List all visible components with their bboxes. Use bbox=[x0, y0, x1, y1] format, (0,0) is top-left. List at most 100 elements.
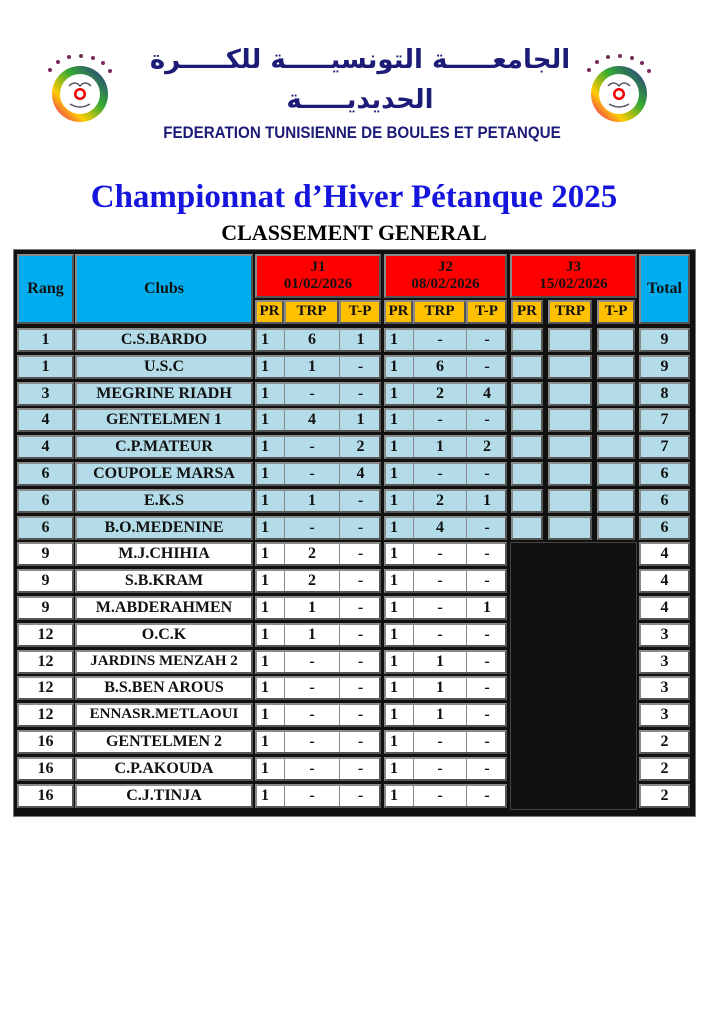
score-cell-j2-t-p: - bbox=[466, 786, 507, 806]
rank-cell: 12 bbox=[17, 623, 74, 647]
journee-date: 08/02/2026 bbox=[411, 276, 480, 292]
score-cell-j2-trp: - bbox=[413, 330, 466, 350]
score-cell-j1-t-p: 2 bbox=[339, 437, 381, 457]
score-cell-j2-pr: 1 bbox=[390, 625, 398, 643]
score-cell-j1-t-p: - bbox=[339, 518, 381, 538]
total-cell: 9 bbox=[639, 355, 690, 379]
score-group-j1 bbox=[255, 730, 381, 754]
score-cell-j1-pr: 1 bbox=[261, 759, 269, 777]
score-cell-j2-trp: 1 bbox=[413, 437, 466, 457]
score-cell-j1-t-p: - bbox=[339, 571, 381, 591]
rank-cell: 6 bbox=[17, 516, 74, 540]
score-group-j2 bbox=[384, 462, 507, 486]
total-cell: 4 bbox=[639, 569, 690, 593]
club-name-cell: C.P.MATEUR bbox=[75, 435, 253, 459]
journee-label: J1 bbox=[310, 259, 326, 275]
rank-cell: 6 bbox=[17, 489, 74, 513]
rank-cell: 16 bbox=[17, 730, 74, 754]
score-cell-j1-pr: 1 bbox=[261, 786, 269, 804]
score-cell-j3-pr bbox=[511, 489, 543, 513]
total-cell: 2 bbox=[639, 757, 690, 781]
club-name-cell: O.C.K bbox=[75, 623, 253, 647]
score-group-j1 bbox=[255, 382, 381, 406]
score-group-j2 bbox=[384, 676, 507, 700]
score-group-j2 bbox=[384, 516, 507, 540]
score-cell-j3-trp bbox=[548, 408, 592, 432]
score-group-j1 bbox=[255, 596, 381, 620]
score-cell-j3-t-p bbox=[597, 328, 635, 352]
total-cell: 9 bbox=[639, 328, 690, 352]
score-cell-j1-t-p: 1 bbox=[339, 330, 381, 350]
subheader-trp: TRP bbox=[548, 300, 592, 324]
score-cell-j3-pr bbox=[511, 382, 543, 406]
score-group-j2 bbox=[384, 757, 507, 781]
score-cell-j1-trp: - bbox=[284, 759, 339, 779]
rank-cell: 16 bbox=[17, 784, 74, 808]
score-group-j1 bbox=[255, 328, 381, 352]
standings-table: Rang Clubs Total J1 01/02/2026 PR TRP T-P J2 08/0… bbox=[13, 249, 696, 817]
score-cell-j2-t-p: - bbox=[466, 357, 507, 377]
club-name-cell: JARDINS MENZAH 2 bbox=[75, 650, 253, 674]
score-cell-j1-pr: 1 bbox=[261, 357, 269, 375]
club-name-cell: GENTELMEN 2 bbox=[75, 730, 253, 754]
subheader-trp: TRP bbox=[284, 300, 339, 324]
rank-cell: 4 bbox=[17, 435, 74, 459]
score-cell-j2-t-p: - bbox=[466, 410, 507, 430]
total-cell: 4 bbox=[639, 596, 690, 620]
score-cell-j2-pr: 1 bbox=[390, 759, 398, 777]
club-name-cell: M.ABDERAHMEN bbox=[75, 596, 253, 620]
score-group-j1 bbox=[255, 462, 381, 486]
score-cell-j2-trp: 4 bbox=[413, 518, 466, 538]
score-cell-j1-trp: 2 bbox=[284, 571, 339, 591]
score-group-j1 bbox=[255, 676, 381, 700]
score-cell-j1-pr: 1 bbox=[261, 625, 269, 643]
score-cell-j1-t-p: - bbox=[339, 384, 381, 404]
page-title: Championnat d’Hiver Pétanque 2025 bbox=[90, 179, 618, 215]
rank-cell: 9 bbox=[17, 596, 74, 620]
journee-header-j1: J1 01/02/2026 bbox=[255, 254, 381, 298]
score-cell-j3-t-p bbox=[597, 489, 635, 513]
score-cell-j1-pr: 1 bbox=[261, 518, 269, 536]
score-cell-j2-pr: 1 bbox=[390, 437, 398, 455]
club-name-cell: U.S.C bbox=[75, 355, 253, 379]
score-cell-j2-pr: 1 bbox=[390, 491, 398, 509]
score-cell-j2-trp: 6 bbox=[413, 357, 466, 377]
score-cell-j3-pr bbox=[511, 355, 543, 379]
column-header-clubs: Clubs bbox=[75, 254, 253, 324]
total-cell: 6 bbox=[639, 516, 690, 540]
score-cell-j2-t-p: - bbox=[466, 330, 507, 350]
score-group-j2 bbox=[384, 650, 507, 674]
score-cell-j3-pr bbox=[511, 462, 543, 486]
score-cell-j1-t-p: - bbox=[339, 625, 381, 645]
j3-unplayed-block bbox=[510, 542, 637, 810]
rank-cell: 1 bbox=[17, 355, 74, 379]
score-cell-j3-pr bbox=[511, 516, 543, 540]
score-cell-j1-trp: 4 bbox=[284, 410, 339, 430]
score-cell-j1-pr: 1 bbox=[261, 437, 269, 455]
rank-cell: 12 bbox=[17, 676, 74, 700]
score-cell-j2-t-p: 2 bbox=[466, 437, 507, 457]
score-cell-j1-trp: 1 bbox=[284, 625, 339, 645]
total-cell: 6 bbox=[639, 462, 690, 486]
score-group-j1 bbox=[255, 435, 381, 459]
rank-cell: 9 bbox=[17, 542, 74, 566]
score-group-j1 bbox=[255, 703, 381, 727]
score-group-j2 bbox=[384, 382, 507, 406]
score-group-j1 bbox=[255, 542, 381, 566]
page-subtitle: CLASSEMENT GENERAL bbox=[221, 220, 487, 245]
total-cell: 2 bbox=[639, 784, 690, 808]
score-cell-j1-trp: 1 bbox=[284, 491, 339, 511]
score-cell-j1-t-p: 1 bbox=[339, 410, 381, 430]
score-group-j1 bbox=[255, 623, 381, 647]
score-cell-j2-trp: - bbox=[413, 786, 466, 806]
score-cell-j3-trp bbox=[548, 462, 592, 486]
club-name-cell: COUPOLE MARSA bbox=[75, 462, 253, 486]
score-cell-j1-pr: 1 bbox=[261, 491, 269, 509]
score-cell-j3-pr bbox=[511, 408, 543, 432]
score-cell-j3-pr bbox=[511, 328, 543, 352]
rank-cell: 9 bbox=[17, 569, 74, 593]
score-cell-j1-trp: - bbox=[284, 518, 339, 538]
total-cell: 3 bbox=[639, 703, 690, 727]
rank-cell: 12 bbox=[17, 650, 74, 674]
score-cell-j1-trp: 2 bbox=[284, 544, 339, 564]
